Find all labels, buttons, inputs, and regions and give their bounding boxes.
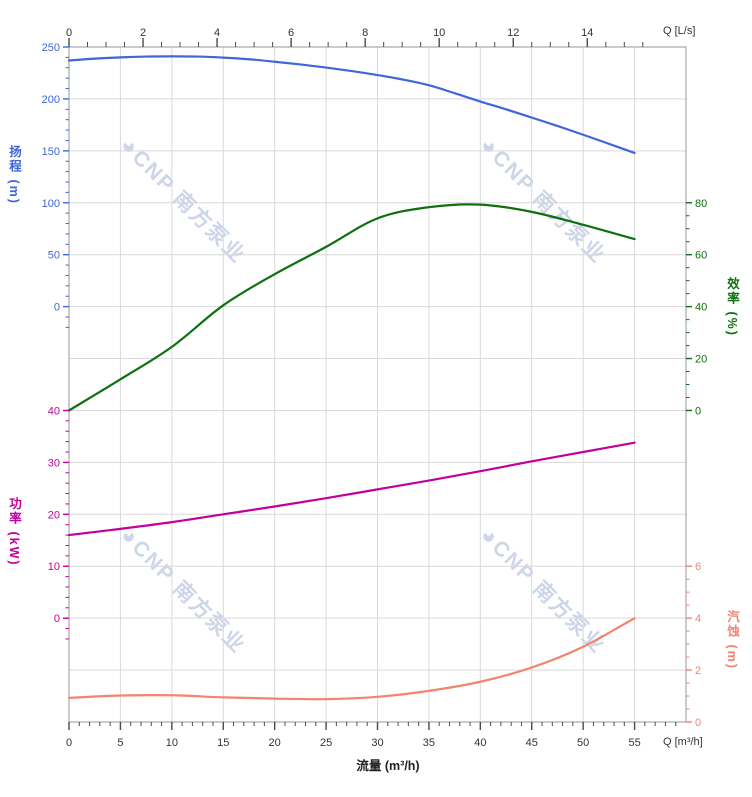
svg-text:30: 30 [371,737,383,749]
svg-text:0: 0 [54,302,60,314]
head-curve [67,55,636,155]
svg-text:20: 20 [269,737,281,749]
axis-title-power: 功率 (kW) [7,497,21,567]
svg-text:0: 0 [695,717,701,729]
head-axis: 250 200 150 100 50 0 [42,42,69,328]
gridlines [68,46,687,723]
x-axis-title: 流量 (m³/h) [356,759,420,773]
svg-text:100: 100 [42,198,60,210]
power-axis: 40 30 20 10 0 [48,405,69,640]
svg-text:10: 10 [166,737,178,749]
svg-text:15: 15 [217,737,229,749]
efficiency-curve [67,203,636,412]
axis-title-head: 扬程 (m) [7,145,21,205]
efficiency-axis: 80 60 40 20 0 [686,198,707,417]
bottom-axis: 0 5 10 15 20 25 30 35 40 45 50 55 [66,722,677,749]
svg-text:20: 20 [48,509,60,521]
svg-text:60: 60 [695,250,707,262]
svg-text:55: 55 [628,737,640,749]
power-curve [67,441,636,537]
svg-text:2: 2 [695,665,701,677]
svg-text:200: 200 [42,94,60,106]
svg-text:35: 35 [423,737,435,749]
top-axis-unit-label: Q [L/s] [663,25,696,37]
svg-text:0: 0 [66,737,72,749]
axis-title-npsh: 汽蚀 (m) [725,610,739,670]
svg-text:6: 6 [288,27,294,39]
svg-text:4: 4 [695,613,701,625]
svg-text:30: 30 [48,457,60,469]
svg-text:40: 40 [48,405,60,417]
svg-text:0: 0 [54,613,60,625]
svg-text:50: 50 [48,250,60,262]
svg-text:6: 6 [695,561,701,573]
svg-text:150: 150 [42,146,60,158]
svg-text:10: 10 [48,561,60,573]
bottom-axis-unit-label: Q [m³/h] [663,736,703,748]
svg-text:45: 45 [526,737,538,749]
npsh-curve [67,617,636,701]
svg-text:2: 2 [140,27,146,39]
svg-text:40: 40 [474,737,486,749]
svg-text:80: 80 [695,198,707,210]
svg-text:40: 40 [695,302,707,314]
top-axis: 0 2 4 6 8 10 12 14 [66,27,644,47]
svg-text:0: 0 [66,27,72,39]
npsh-axis: 6 4 2 0 [686,561,701,729]
svg-text:8: 8 [362,27,368,39]
svg-text:4: 4 [214,27,220,39]
axis-title-efficiency: 效率 (%) [725,277,739,337]
svg-text:0: 0 [695,405,701,417]
svg-text:10: 10 [433,27,445,39]
svg-text:50: 50 [577,737,589,749]
svg-text:14: 14 [581,27,593,39]
svg-text:25: 25 [320,737,332,749]
svg-text:20: 20 [695,354,707,366]
svg-text:5: 5 [117,737,123,749]
svg-text:12: 12 [507,27,519,39]
svg-text:250: 250 [42,42,60,54]
